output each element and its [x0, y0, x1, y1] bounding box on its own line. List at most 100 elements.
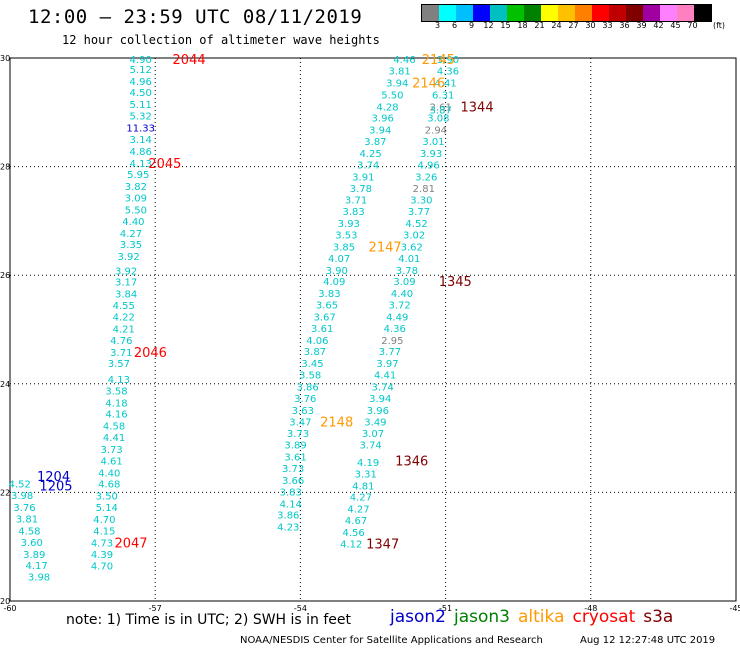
wave-height-value: 3.83	[280, 487, 302, 498]
legend-swatch	[609, 5, 626, 21]
legend-label: 6	[451, 21, 458, 30]
wave-height-value: 4.25	[359, 149, 381, 160]
wave-height-value: 4.40	[391, 289, 413, 300]
wave-height-value: 4.55	[113, 301, 135, 312]
wave-height-value: 3.78	[396, 266, 418, 277]
wave-height-value: 4.41	[434, 78, 456, 89]
wave-height-value: 6.31	[432, 90, 454, 101]
legend-label: 45	[670, 21, 681, 30]
pass-time-label: 2147	[369, 240, 402, 255]
legend-swatch	[541, 5, 558, 21]
wave-height-value: 4.40	[98, 468, 120, 479]
wave-height-value: 4.39	[91, 550, 113, 561]
map-frame	[9, 57, 737, 602]
legend-label: 42	[653, 21, 664, 30]
wave-height-value: 3.77	[408, 207, 430, 218]
footer-credit: NOAA/NESDIS Center for Satellite Applica…	[240, 635, 543, 646]
pass-time-label: 1344	[461, 100, 494, 115]
footer-note: note: 1) Time is in UTC; 2) SWH is in fe…	[66, 612, 352, 628]
wave-height-value: 3.26	[415, 172, 437, 183]
legend-label: 39	[636, 21, 647, 30]
wave-height-value: 4.06	[306, 336, 328, 347]
wave-height-value: 4.46	[393, 55, 415, 66]
legend-label: 18	[517, 21, 528, 30]
lat-tick-label: 20	[0, 597, 10, 606]
wave-height-value: 2.94	[425, 126, 447, 137]
lon-tick-label: -48	[584, 604, 597, 613]
legend-swatch	[422, 5, 439, 21]
wave-height-value: 3.94	[369, 394, 391, 405]
wave-height-value: 3.71	[110, 348, 132, 359]
wave-height-value: 4.56	[343, 528, 365, 539]
wave-height-value: 3.73	[287, 429, 309, 440]
legend-swatch	[575, 5, 592, 21]
wave-height-value: 3.30	[410, 196, 432, 207]
wave-height-value: 3.74	[357, 160, 379, 171]
wave-height-value: 3.93	[420, 149, 442, 160]
wave-height-value: 4.96	[130, 77, 152, 88]
wave-height-value: 3.14	[130, 135, 152, 146]
wave-height-value: 4.58	[18, 526, 40, 537]
legend-swatch	[677, 5, 694, 21]
pass-time-label: 2045	[148, 157, 181, 172]
wave-height-value: 2.61	[430, 102, 452, 113]
wave-height-value: 4.19	[357, 458, 379, 469]
legend-label: 15	[500, 21, 511, 30]
pass-time-label: 2145	[422, 53, 455, 68]
wave-height-value: 4.68	[98, 480, 120, 491]
wave-height-value: 4.61	[101, 456, 123, 467]
wave-height-value: 3.73	[282, 464, 304, 475]
satellite-jason3: jason3	[454, 607, 510, 627]
wave-height-value: 4.13	[130, 159, 152, 170]
legend-swatch	[473, 5, 490, 21]
wave-height-value: 3.08	[427, 114, 449, 125]
wave-height-value: 3.93	[338, 219, 360, 230]
wave-height-value: 3.90	[437, 55, 459, 66]
map-title: 12:00 – 23:59 UTC 08/11/2019	[28, 6, 363, 28]
legend-swatch	[456, 5, 473, 21]
wave-height-value: 3.49	[364, 417, 386, 428]
wave-height-value: 3.85	[333, 242, 355, 253]
lon-tick-label: -54	[294, 604, 307, 613]
legend-swatch	[558, 5, 575, 21]
satellite-cryosat: cryosat	[572, 607, 636, 627]
wave-height-value: 4.41	[103, 433, 125, 444]
wave-height-value: 3.09	[393, 277, 415, 288]
wave-height-value: 4.27	[350, 493, 372, 504]
wave-height-value: 4.18	[105, 398, 127, 409]
pass-time-label: 1346	[395, 454, 428, 469]
wave-height-value: 3.50	[96, 492, 118, 503]
wave-height-value: 5.11	[130, 100, 152, 111]
wave-height-value: 3.94	[369, 126, 391, 137]
legend-swatch	[694, 5, 711, 21]
pass-time-label: 2044	[173, 53, 206, 68]
wave-height-value: 3.94	[386, 78, 408, 89]
wave-height-value: 3.01	[422, 137, 444, 148]
wave-height-value: 4.67	[345, 516, 367, 527]
wave-height-value: 4.58	[103, 422, 125, 433]
lat-tick-label: 28	[0, 163, 10, 172]
wave-height-value: 4.01	[398, 254, 420, 265]
wave-height-value: 3.73	[101, 445, 123, 456]
wave-height-value: 3.77	[379, 347, 401, 358]
legend-label: 30	[585, 21, 596, 30]
legend-label: 21	[534, 21, 545, 30]
pass-time-label: 1345	[439, 275, 472, 290]
wave-height-value: 3.96	[367, 406, 389, 417]
wave-height-value: 4.70	[93, 515, 115, 526]
wave-height-value: 3.90	[326, 266, 348, 277]
wave-height-value: 3.57	[108, 359, 130, 370]
legend-label: 70	[687, 21, 698, 30]
wave-height-value: 4.09	[323, 277, 345, 288]
wave-height-value: 4.28	[376, 102, 398, 113]
wave-height-value: 3.72	[388, 301, 410, 312]
wave-height-value: 4.21	[113, 324, 135, 335]
wave-height-value: 3.71	[345, 196, 367, 207]
wave-height-value: 4.52	[9, 480, 31, 491]
wave-height-value: 3.17	[115, 278, 137, 289]
wave-height-value: 3.82	[125, 182, 147, 193]
wave-height-value: 3.84	[115, 290, 137, 301]
wave-height-value: 3.89	[23, 550, 45, 561]
lat-tick-label: 22	[0, 488, 10, 497]
